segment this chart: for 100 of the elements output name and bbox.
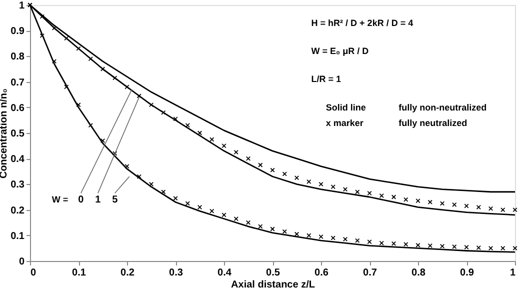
annotation: H = hR² / D + 2kR / D = 4 [311,18,414,28]
point [488,246,494,251]
point [306,179,312,184]
y-tick-label: 0.8 [10,52,25,63]
point [282,172,287,176]
x-tick-label: 0.5 [266,268,280,278]
x-tick-label: 0.6 [314,268,329,278]
x-tick-label: 0.9 [460,268,474,278]
point [367,190,372,196]
point [185,201,190,206]
point [440,201,445,206]
point [306,233,312,238]
point [476,245,481,250]
point [440,244,445,248]
point [367,239,372,244]
point [294,232,300,236]
point [500,246,506,251]
point [330,184,336,190]
point [234,150,238,155]
point [210,137,214,142]
point [258,224,263,229]
point [379,193,384,198]
point [161,190,166,194]
point [391,241,396,246]
point [416,242,420,248]
x-tick-label: 0.8 [412,268,426,278]
point [500,207,506,212]
annotation: fully neutralized [398,118,468,128]
point [270,226,275,232]
point [52,59,57,64]
y-tick-label: 0.9 [10,26,25,38]
point [222,143,226,148]
point [330,236,336,240]
point [416,198,420,204]
point [512,207,518,212]
point [512,246,518,251]
x-tick-label: 0.4 [218,268,232,278]
y-tick-label: 1 [18,0,25,12]
point [76,102,81,108]
point [148,182,154,187]
annotation: 5 [112,194,118,206]
point [476,204,481,210]
point [100,138,106,143]
point [124,164,130,169]
y-tick-label: 0.5 [10,128,25,140]
x-tick-label: 0.1 [72,268,86,278]
annotation: x marker [326,118,364,128]
point [464,244,469,250]
y-tick-label: 0.3 [10,180,25,191]
point [197,204,202,210]
x-tick-label: 0.7 [363,268,378,278]
point [318,182,324,187]
point [222,212,226,218]
point [64,84,69,90]
point [173,196,178,201]
y-tick-label: 0.6 [10,102,25,114]
y-tick-label: 0.1 [10,230,25,242]
annotation: L/R = 1 [311,74,342,84]
point [404,197,408,202]
point [197,130,202,136]
point [342,187,348,192]
point [355,190,360,194]
point [246,220,251,225]
annotation: W = E₀ μR / D [311,46,370,56]
y-tick-label: 0 [18,256,25,268]
point [136,174,142,179]
point [404,242,408,247]
point [428,243,432,248]
x-axis-title: Axial distance z/L [231,280,315,290]
point [379,240,384,246]
annotation: 1 [95,194,102,206]
point [464,204,469,208]
point [391,194,396,200]
point [452,202,457,207]
x-tick-label: 0.3 [169,268,184,278]
point [246,156,251,161]
annotation: W = [52,194,68,205]
point [185,123,190,128]
point [112,151,118,156]
annotation: fully non-neutralized [398,102,487,112]
point [40,33,44,38]
point [428,200,432,204]
point [488,206,494,211]
point [270,168,275,172]
point [234,216,238,222]
y-tick-label: 0.7 [10,77,25,88]
point [318,234,324,239]
point [210,208,214,214]
point [342,236,348,242]
point [355,238,360,243]
point [452,244,457,249]
annotation: Solid line [326,102,366,112]
x-tick-label: 0 [30,268,36,278]
annotation: 0 [78,194,84,206]
point [294,175,300,180]
point [258,162,263,168]
point [173,116,178,122]
y-tick-label: 0.4 [10,154,25,166]
point [161,110,166,115]
point [282,229,287,234]
